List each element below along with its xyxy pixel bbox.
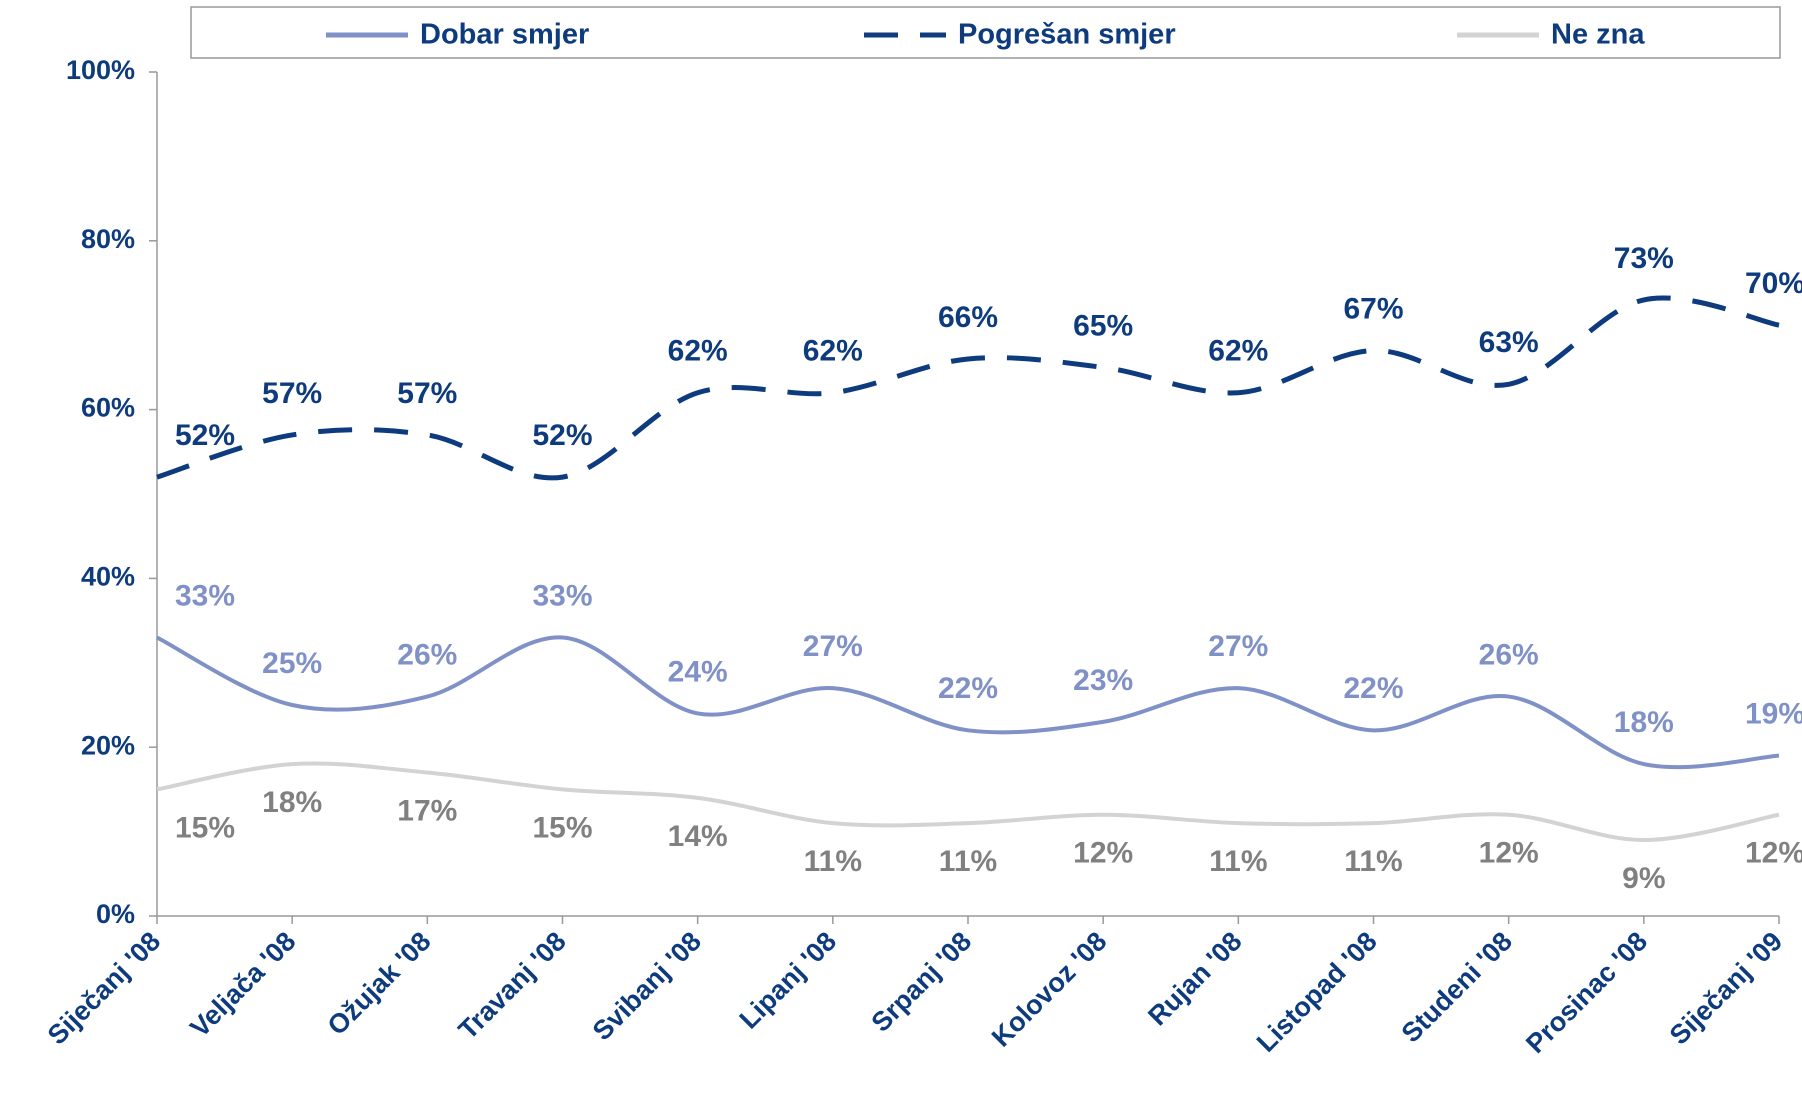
data-label: 52%: [532, 419, 592, 452]
data-label: 15%: [175, 811, 235, 844]
data-label: 57%: [262, 377, 322, 410]
x-tick-label: Ožujak '08: [322, 926, 437, 1041]
x-tick-label: Studeni '08: [1396, 926, 1518, 1048]
series-line: [156, 295, 1780, 481]
x-tick-label: Listopad '08: [1251, 926, 1383, 1058]
data-label: 15%: [532, 811, 592, 844]
x-tick-label: Siječanj '09: [1664, 926, 1788, 1050]
data-label: 22%: [1343, 672, 1403, 705]
y-tick-label: 60%: [81, 393, 135, 423]
data-label: 24%: [668, 655, 728, 688]
series-line: [156, 761, 1780, 843]
data-label: 23%: [1073, 664, 1133, 697]
x-tick-label: Kolovoz '08: [986, 926, 1113, 1053]
data-label: 27%: [1208, 630, 1268, 663]
legend-label: Ne zna: [1551, 19, 1645, 51]
data-label: 11%: [939, 845, 997, 878]
data-label: 11%: [1209, 845, 1267, 878]
x-tick-label: Srpanj '08: [866, 926, 978, 1038]
data-label: 14%: [668, 820, 728, 853]
data-label: 62%: [668, 335, 728, 368]
y-tick-label: 0%: [96, 899, 135, 929]
data-label: 62%: [1208, 335, 1268, 368]
data-label: 17%: [397, 794, 457, 827]
x-tick-label: Prosinac '08: [1520, 926, 1653, 1059]
x-tick-label: Siječanj '08: [42, 926, 166, 1050]
data-label: 63%: [1479, 326, 1539, 359]
data-label: 25%: [262, 647, 322, 680]
x-tick-label: Lipanj '08: [734, 926, 843, 1035]
data-label: 22%: [938, 672, 998, 705]
legend-label: Pogrešan smjer: [958, 19, 1176, 51]
x-tick-label: Veljača '08: [184, 926, 301, 1043]
data-label: 12%: [1745, 837, 1802, 870]
y-tick-label: 80%: [81, 224, 135, 254]
y-tick-label: 100%: [66, 55, 135, 85]
y-tick-label: 20%: [81, 730, 135, 760]
data-label: 9%: [1622, 862, 1665, 895]
legend-label: Dobar smjer: [420, 19, 589, 51]
data-label: 70%: [1745, 267, 1802, 300]
data-label: 33%: [175, 579, 235, 612]
data-label: 27%: [803, 630, 863, 663]
x-tick-label: Travanj '08: [453, 926, 572, 1045]
data-label: 66%: [938, 301, 998, 334]
data-label: 11%: [804, 845, 862, 878]
data-label: 26%: [1479, 638, 1539, 671]
data-label: 57%: [397, 377, 457, 410]
x-tick-label: Rujan '08: [1142, 926, 1247, 1031]
data-label: 18%: [262, 786, 322, 819]
data-label: 18%: [1614, 706, 1674, 739]
data-label: 73%: [1614, 242, 1674, 275]
series-line: [156, 635, 1780, 770]
data-label: 52%: [175, 419, 235, 452]
y-tick-label: 40%: [81, 562, 135, 592]
data-label: 19%: [1745, 698, 1802, 731]
data-label: 12%: [1479, 837, 1539, 870]
data-label: 62%: [803, 335, 863, 368]
data-label: 26%: [397, 638, 457, 671]
x-tick-label: Svibanj '08: [587, 926, 707, 1046]
data-label: 65%: [1073, 309, 1133, 342]
data-label: 12%: [1073, 837, 1133, 870]
data-label: 33%: [532, 579, 592, 612]
data-label: 11%: [1344, 845, 1402, 878]
data-label: 67%: [1343, 292, 1403, 325]
